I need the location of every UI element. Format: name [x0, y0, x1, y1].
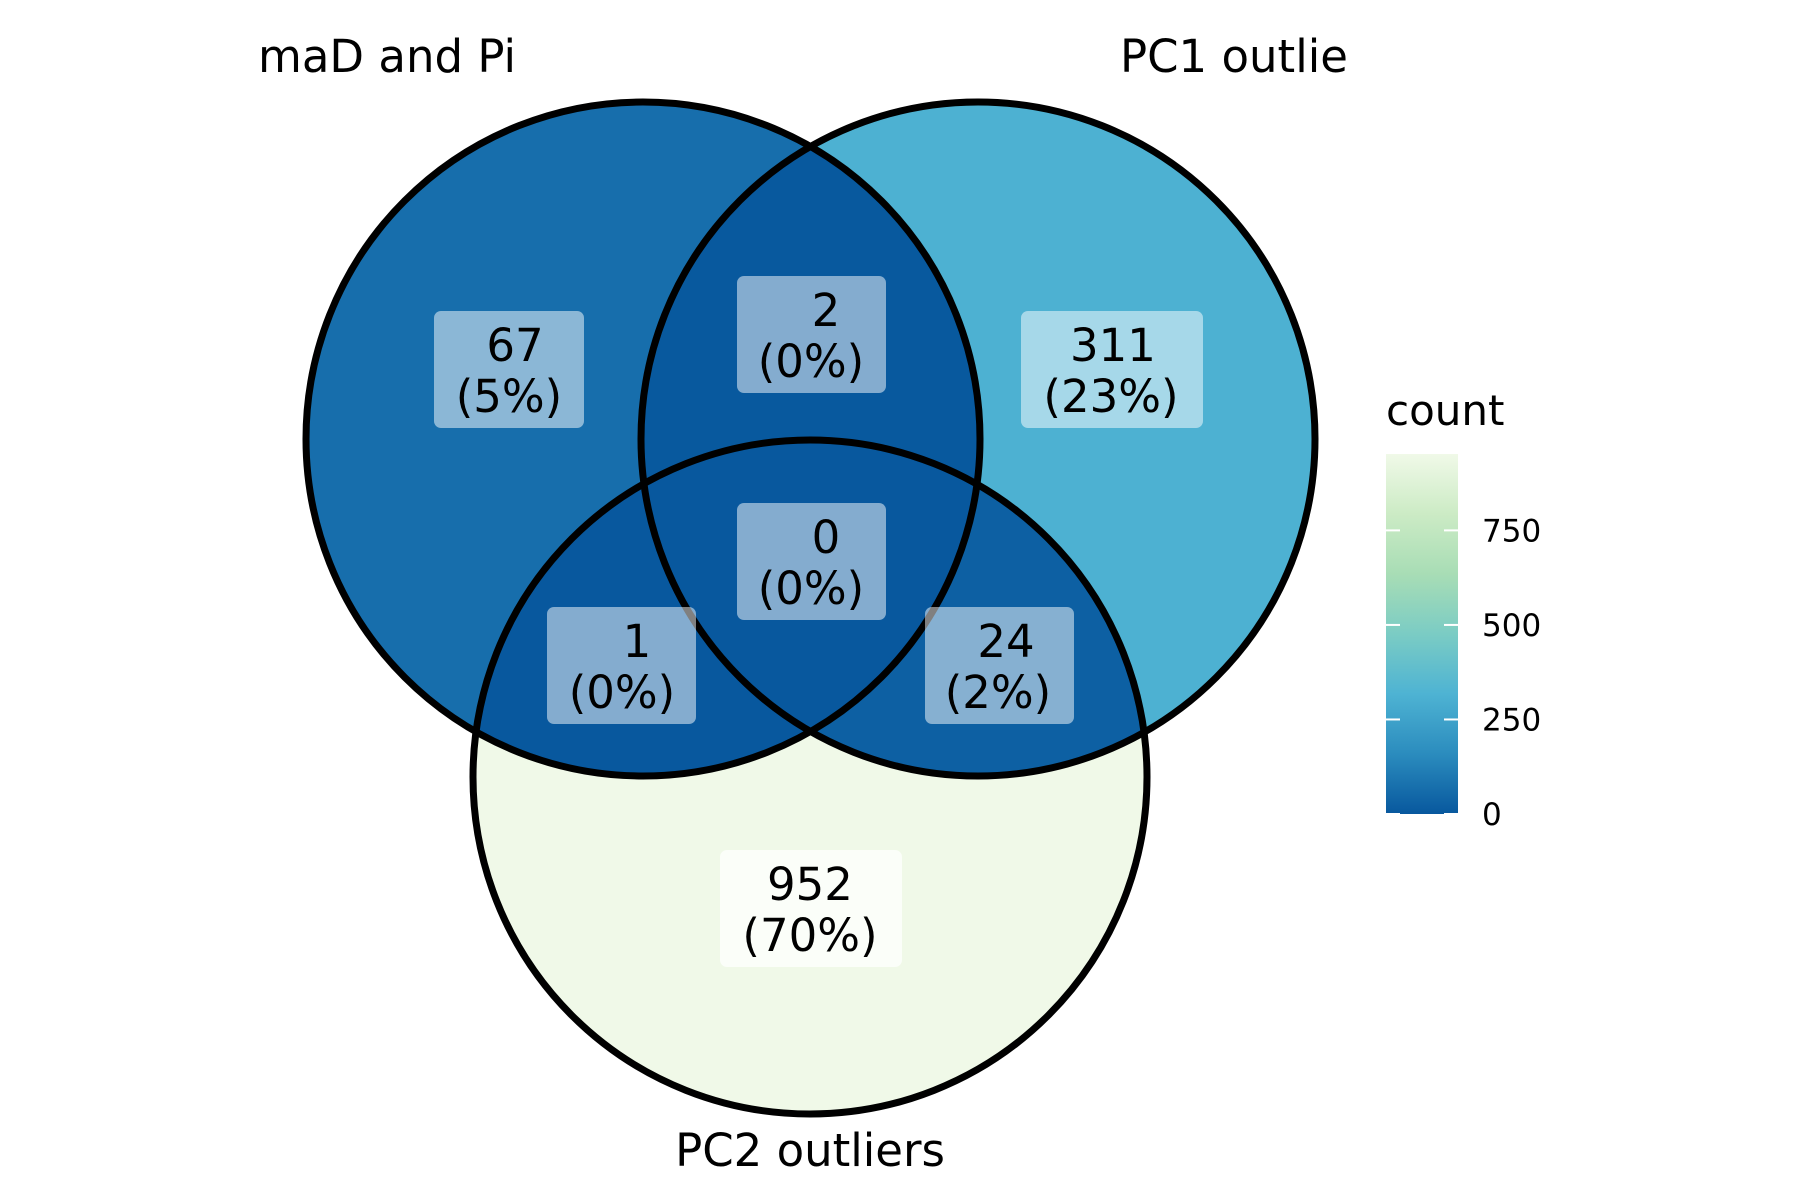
set-outlines [302, 98, 1319, 1118]
label-box-abc [737, 503, 886, 620]
label-box-ac [547, 607, 696, 724]
set-b-outline [637, 98, 1319, 780]
set-label-c: PC2 outliers [675, 1124, 945, 1177]
region-pct-c: (70%) [742, 909, 877, 962]
set-label-b: PC1 outlie [1120, 30, 1348, 83]
region-pct-ac: (0%) [569, 666, 676, 719]
legend-title: count [1386, 386, 1505, 435]
set-a-outline [302, 98, 984, 780]
legend-tick-label: 0 [1482, 797, 1502, 833]
region-pct-b: (23%) [1043, 370, 1178, 423]
label-box-c [720, 850, 902, 967]
set-labels: maD and Pi PC1 outlie PC2 outliers [258, 30, 1348, 1177]
set-c-outline [469, 436, 1151, 1118]
legend-tick-label: 500 [1482, 608, 1541, 644]
region-count-abc: 0 [812, 511, 841, 564]
legend: count 0 250 500 750 [1386, 386, 1541, 833]
region-count-a: 67 [486, 319, 543, 372]
region-count-ac: 1 [623, 615, 652, 668]
region-pct-abc: (0%) [758, 562, 865, 615]
region-labels: 67 (5%) 2 (0%) 311 (23%) 0 (0%) 1 (0%) 2… [456, 284, 1179, 962]
legend-ticks: 0 250 500 750 [1386, 513, 1541, 833]
legend-colorbar [1386, 454, 1458, 814]
label-box-a [434, 311, 584, 428]
region-count-c: 952 [767, 858, 853, 911]
label-box-b [1021, 311, 1203, 428]
region-count-ab: 2 [812, 284, 841, 337]
label-boxes [434, 276, 1203, 967]
legend-tick-label: 750 [1482, 513, 1541, 549]
region-count-bc: 24 [977, 615, 1034, 668]
region-pct-bc: (2%) [945, 666, 1052, 719]
legend-tick-label: 250 [1482, 702, 1541, 738]
region-count-b: 311 [1070, 319, 1156, 372]
label-box-ab [737, 276, 886, 393]
region-pct-a: (5%) [456, 370, 563, 423]
set-label-a: maD and Pi [258, 30, 516, 83]
region-pct-ab: (0%) [758, 335, 865, 388]
label-box-bc [925, 607, 1074, 724]
